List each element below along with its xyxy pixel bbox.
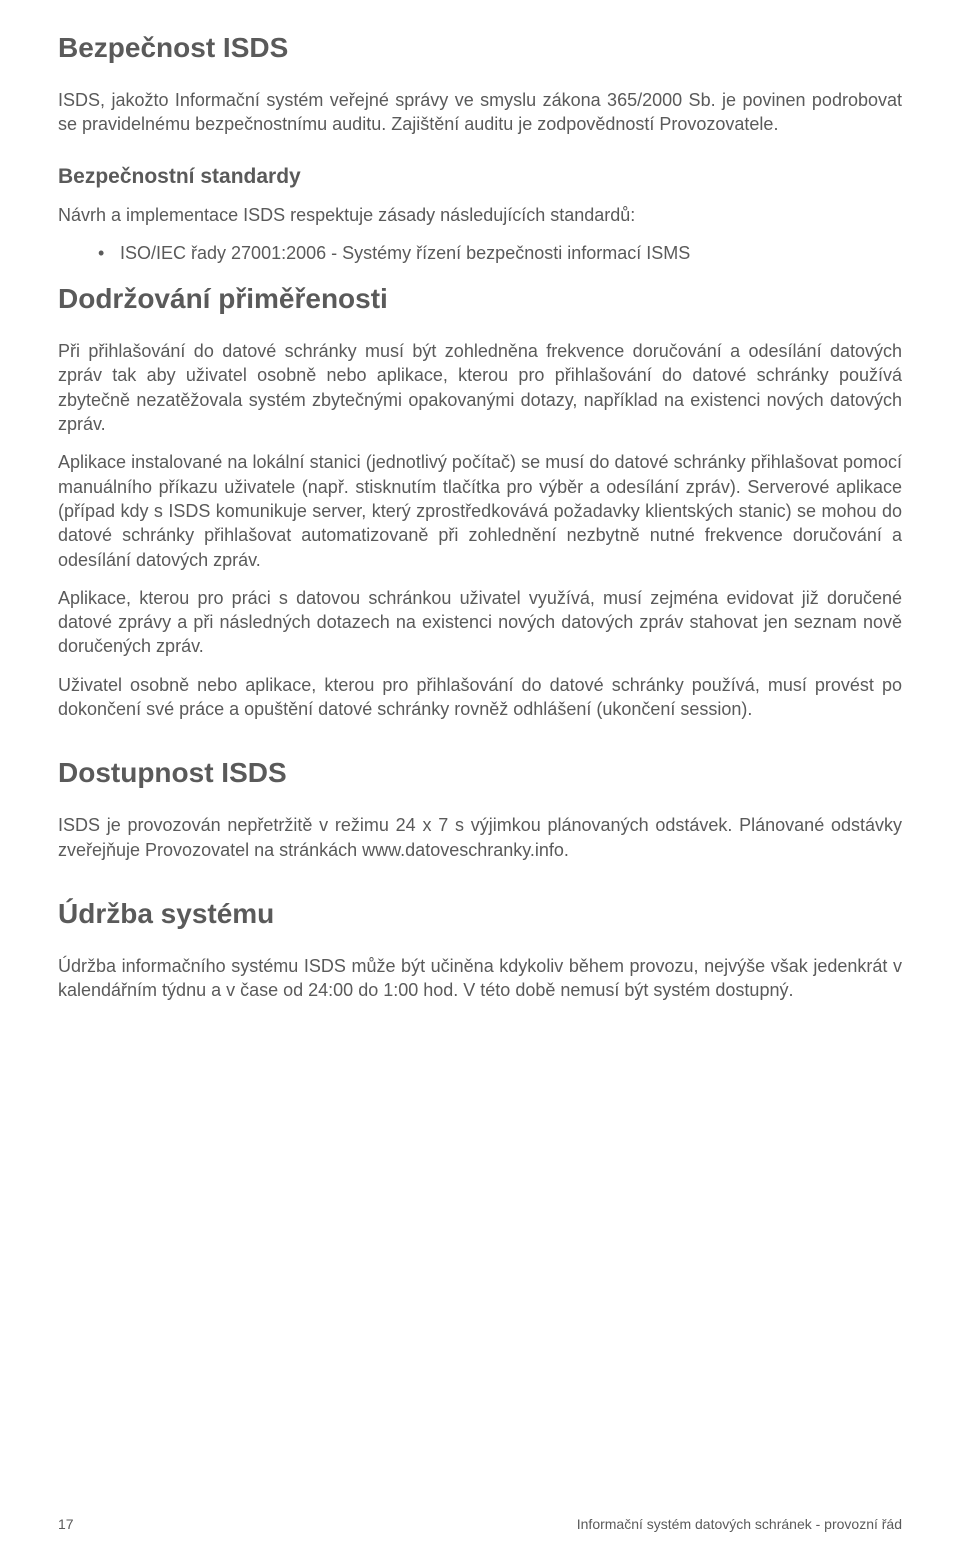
page-footer: 17 Informační systém datových schránek -… [58,1516,902,1532]
heading-proportionality: Dodržování přiměřenosti [58,283,902,315]
paragraph: Při přihlašování do datové schránky musí… [58,339,902,436]
paragraph: Návrh a implementace ISDS respektuje zás… [58,203,902,227]
paragraph: Uživatel osobně nebo aplikace, kterou pr… [58,673,902,722]
paragraph: Aplikace, kterou pro práci s datovou sch… [58,586,902,659]
heading-availability: Dostupnost ISDS [58,757,902,789]
page-number: 17 [58,1516,74,1532]
paragraph: Aplikace instalované na lokální stanici … [58,450,902,571]
paragraph: Údržba informačního systému ISDS může bý… [58,954,902,1003]
paragraph: ISDS je provozován nepřetržitě v režimu … [58,813,902,862]
list-item: ISO/IEC řady 27001:2006 - Systémy řízení… [98,241,902,265]
paragraph: ISDS, jakožto Informační systém veřejné … [58,88,902,137]
heading-maintenance: Údržba systému [58,898,902,930]
heading-standards: Bezpečnostní standardy [58,165,902,189]
heading-security: Bezpečnost ISDS [58,32,902,64]
footer-title: Informační systém datových schránek - pr… [577,1516,902,1532]
standards-list: ISO/IEC řady 27001:2006 - Systémy řízení… [98,241,902,265]
